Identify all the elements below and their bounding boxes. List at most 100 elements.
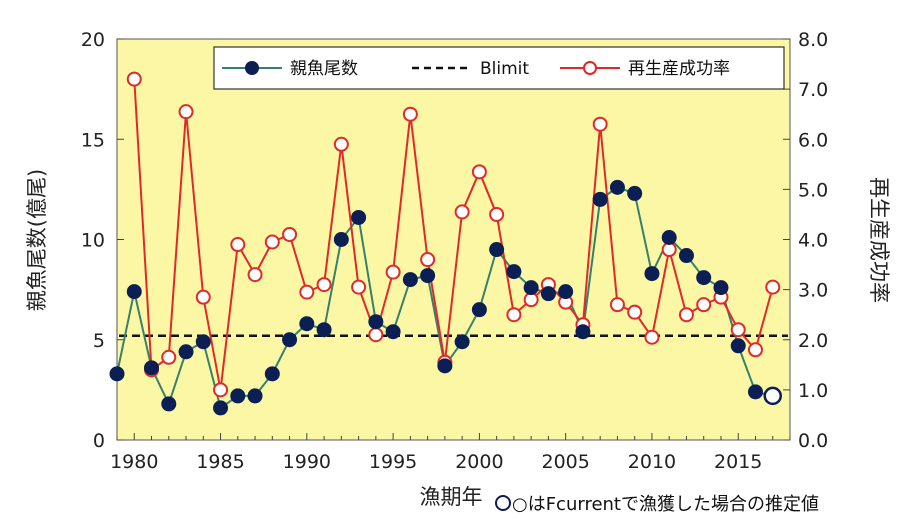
left-tick-label: 20 xyxy=(81,29,105,51)
rps-point xyxy=(213,382,229,398)
spawners-point xyxy=(178,344,194,360)
spawners-point xyxy=(540,286,556,302)
rps-point xyxy=(385,264,401,280)
rps-point xyxy=(471,164,487,180)
spawners-point xyxy=(299,316,315,332)
spawners-point xyxy=(575,324,591,340)
x-tick-label: 2015 xyxy=(714,451,762,473)
rps-point xyxy=(368,327,384,343)
rps-point xyxy=(126,71,142,87)
rps-point xyxy=(161,349,177,365)
right-axis-title: 再生産成功率 xyxy=(867,177,891,303)
legend-rps-label: 再生産成功率 xyxy=(628,59,730,79)
spawners-point xyxy=(420,268,436,284)
rps-point xyxy=(592,116,608,132)
legend-box xyxy=(213,46,785,90)
spawners-point xyxy=(437,358,453,374)
spawners-point xyxy=(627,185,643,201)
legend-rps-marker xyxy=(583,61,597,75)
rps-point xyxy=(299,284,315,300)
spawners-point xyxy=(523,280,539,296)
spawners-point xyxy=(747,384,763,400)
spawners-point xyxy=(609,179,625,195)
rps-point xyxy=(489,206,505,222)
rps-point xyxy=(282,226,298,242)
spawners-point xyxy=(489,242,505,258)
legend-spawners-marker xyxy=(245,61,259,75)
rps-point xyxy=(178,104,194,120)
spawners-point xyxy=(696,270,712,286)
rps-point xyxy=(195,289,211,305)
spawners-point xyxy=(109,366,125,382)
x-axis-title: 漁期年 xyxy=(420,485,483,509)
spawners-point xyxy=(351,209,367,225)
rps-point xyxy=(506,307,522,323)
right-tick-label: 1.0 xyxy=(798,380,828,402)
spawners-point xyxy=(144,360,160,376)
footnote-marker xyxy=(495,495,511,511)
right-tick-label: 7.0 xyxy=(798,79,828,101)
rps-point xyxy=(644,329,660,345)
spawners-point xyxy=(730,338,746,354)
rps-point xyxy=(765,279,781,295)
right-tick-label: 3.0 xyxy=(798,280,828,302)
spawners-point xyxy=(213,400,229,416)
spawners-point xyxy=(592,191,608,207)
spawners-point xyxy=(713,280,729,296)
left-tick-label: 15 xyxy=(81,129,105,151)
right-tick-label: 6.0 xyxy=(798,129,828,151)
left-axis-ticks: 0 5 10 15 20 xyxy=(81,29,124,452)
spawners-point xyxy=(678,248,694,264)
spawners-point xyxy=(454,334,470,350)
rps-point xyxy=(678,307,694,323)
spawners-point xyxy=(558,284,574,300)
spawners-point xyxy=(661,229,677,245)
rps-point xyxy=(627,304,643,320)
x-tick-label: 2000 xyxy=(455,451,503,473)
rps-point xyxy=(609,297,625,313)
footnote-text: ○はFcurrentで漁獲した場合の推定値 xyxy=(512,494,819,515)
x-tick-label: 1980 xyxy=(110,451,158,473)
spawners-point xyxy=(368,314,384,330)
legend-blimit-label: Blimit xyxy=(480,59,529,79)
right-tick-label: 8.0 xyxy=(798,29,828,51)
spawners-point xyxy=(333,232,349,247)
spawners-point xyxy=(161,396,177,412)
x-tick-label: 1995 xyxy=(369,451,417,473)
spawners-point xyxy=(316,322,332,338)
rps-point xyxy=(747,342,763,358)
rps-point xyxy=(333,136,349,152)
right-tick-label: 0.0 xyxy=(798,430,828,452)
footnote: ○はFcurrentで漁獲した場合の推定値 xyxy=(495,494,819,515)
spawners-estimated-point xyxy=(763,386,782,406)
spawners-point xyxy=(247,388,263,404)
spawners-point xyxy=(644,266,660,282)
spawners-point xyxy=(230,388,246,404)
spawners-point xyxy=(282,332,298,348)
legend: 親魚尾数 Blimit 再生産成功率 xyxy=(213,46,785,90)
left-tick-label: 10 xyxy=(81,230,105,252)
x-tick-label: 2005 xyxy=(541,451,589,473)
spawners-point xyxy=(471,302,487,318)
rps-point xyxy=(730,322,746,338)
right-tick-label: 5.0 xyxy=(798,179,828,201)
spawners-point xyxy=(506,264,522,280)
spawners-point xyxy=(402,272,418,288)
plot-area xyxy=(116,38,791,441)
rps-point xyxy=(351,279,367,295)
rps-point xyxy=(402,106,418,122)
right-axis-ticks: 0.0 1.0 2.0 3.0 4.0 5.0 6.0 7.0 8.0 xyxy=(783,29,828,452)
rps-point xyxy=(696,297,712,313)
right-tick-label: 2.0 xyxy=(798,330,828,352)
rps-point xyxy=(454,204,470,220)
left-tick-label: 0 xyxy=(93,430,105,452)
rps-point xyxy=(264,234,280,250)
left-tick-label: 5 xyxy=(93,330,105,352)
x-axis-ticks: 1980 1985 1990 1995 2000 2005 2010 2015 xyxy=(110,433,791,473)
chart-marks xyxy=(109,71,788,416)
x-tick-label: 1990 xyxy=(283,451,331,473)
spawners-point xyxy=(264,366,280,382)
left-axis-title: 親魚尾数(億尾) xyxy=(25,169,49,311)
rps-point xyxy=(420,252,436,268)
